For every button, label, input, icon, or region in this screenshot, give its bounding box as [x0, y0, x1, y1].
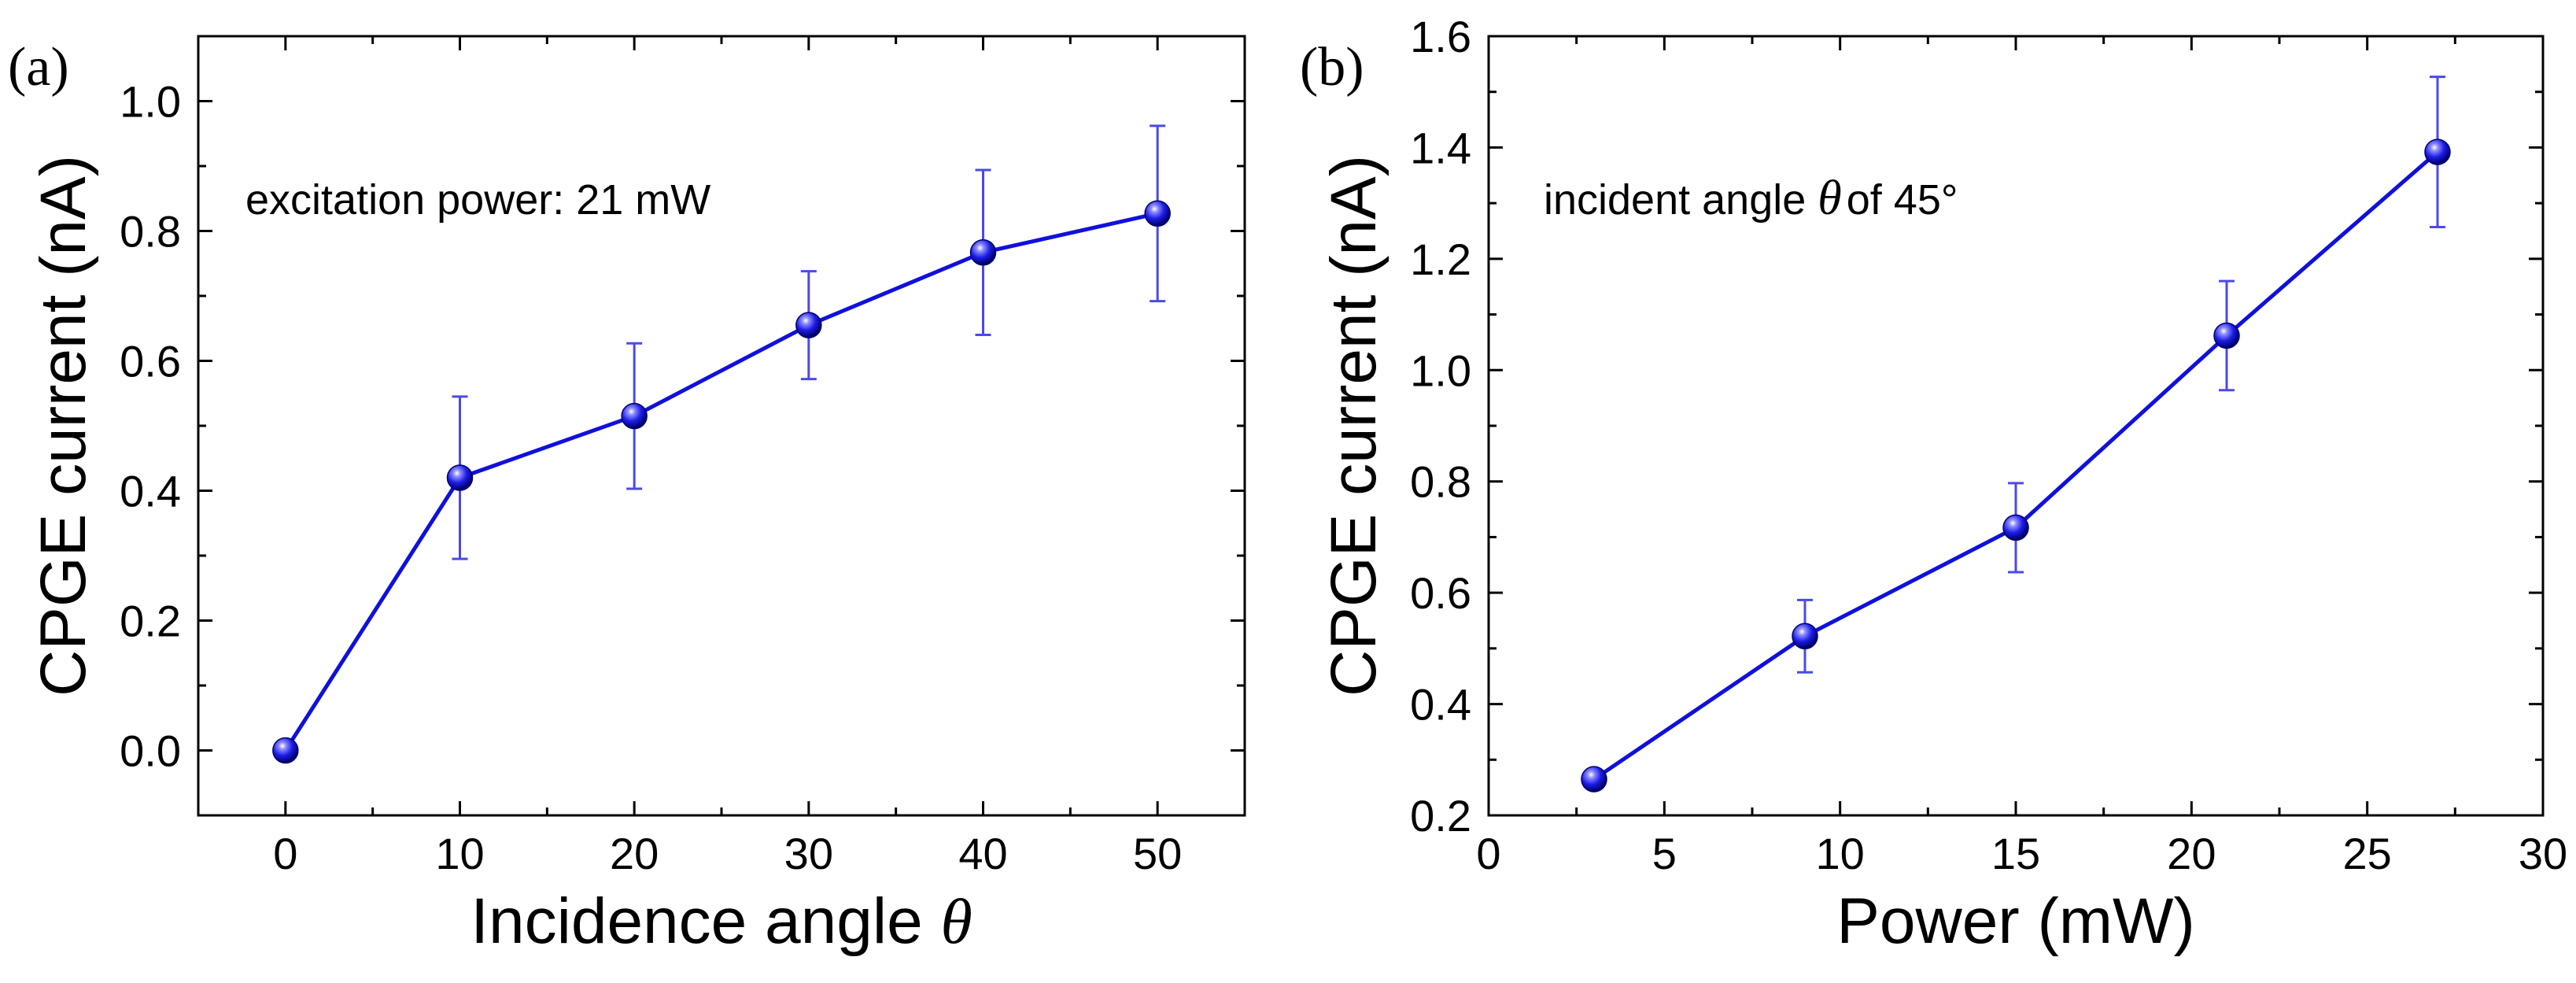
panel-b-series-line — [1592, 150, 2439, 782]
x-tick-label: 15 — [1991, 829, 2040, 878]
y-tick-label: 0.0 — [120, 726, 181, 776]
panel-b-x-axis-title: Power (mW) — [1836, 885, 2195, 957]
y-tick-label: 1.6 — [1410, 12, 1471, 61]
data-point — [2002, 514, 2029, 541]
y-tick-label: 1.0 — [1410, 346, 1471, 395]
y-tick-label: 1.2 — [1410, 235, 1471, 284]
data-point — [2213, 322, 2240, 349]
x-tick-label: 5 — [1652, 829, 1677, 878]
x-tick-label: 0 — [273, 829, 297, 878]
data-point — [272, 737, 299, 764]
data-point — [1144, 200, 1171, 227]
y-tick-label: 0.6 — [120, 337, 181, 386]
panel-b-y-axis-title: CPGE current (nA) — [1318, 155, 1389, 697]
panel-b-annotation: incident angle θ of 45° — [1544, 172, 1958, 225]
y-tick-label: 1.4 — [1410, 123, 1471, 172]
y-tick-label: 1.0 — [120, 77, 181, 127]
panel-b-label: (b) — [1300, 37, 1364, 98]
x-tick-label: 10 — [435, 829, 484, 878]
data-point — [1581, 766, 1607, 793]
panel-a-plot-frame — [197, 35, 1246, 817]
x-tick-label: 25 — [2343, 829, 2392, 878]
y-tick-label: 0.2 — [120, 597, 181, 646]
panel-a-annotation: excitation power: 21 mW — [245, 176, 710, 224]
panel-b: (b) incident angle θ of 45° 0 5 10 15 20 25 30 0… — [1300, 12, 2567, 957]
y-tick-label: 0.8 — [120, 207, 181, 257]
x-tick-label: 20 — [610, 829, 659, 878]
y-tick-label: 0.4 — [1410, 680, 1471, 730]
data-point — [1792, 623, 1818, 650]
data-point — [969, 238, 997, 266]
x-tick-label: 20 — [2167, 829, 2216, 878]
data-point — [446, 464, 474, 491]
y-tick-label: 0.4 — [120, 467, 181, 516]
panel-a-label: (a) — [8, 37, 69, 98]
x-tick-label: 30 — [784, 829, 833, 878]
panel-b-plot-frame — [1487, 35, 2545, 817]
y-tick-label: 0.8 — [1410, 457, 1471, 507]
panel-a-series-line — [283, 211, 1158, 752]
data-point — [795, 312, 822, 338]
y-tick-label: 0.6 — [1410, 568, 1471, 618]
x-tick-label: 30 — [2519, 829, 2567, 878]
x-tick-label: 10 — [1816, 829, 1865, 878]
x-tick-label: 50 — [1133, 829, 1182, 878]
panel-a: (a) excitation power: 21 mW 0 10 20 30 40 50 0… — [8, 35, 1246, 957]
x-tick-label: 0 — [1476, 829, 1500, 878]
data-point — [2424, 139, 2451, 165]
panel-a-y-axis-title: CPGE current (nA) — [28, 155, 99, 697]
panel-a-x-axis-title: Incidence angle θ — [471, 885, 972, 957]
x-tick-label: 40 — [958, 829, 1007, 878]
y-tick-label: 0.2 — [1410, 791, 1471, 841]
data-point — [621, 402, 648, 430]
